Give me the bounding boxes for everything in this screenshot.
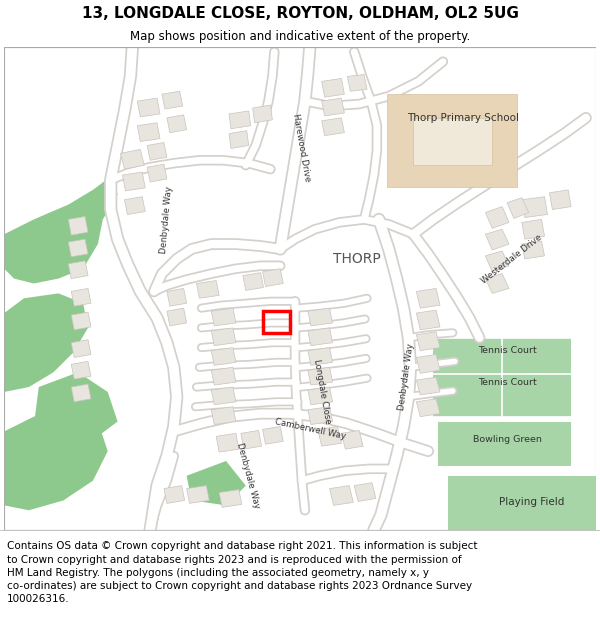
Polygon shape [137,98,160,117]
Text: Denbydale Way: Denbydale Way [397,343,416,411]
Polygon shape [187,461,246,506]
Text: Harewood Drive: Harewood Drive [290,112,311,182]
Polygon shape [522,241,545,259]
Polygon shape [341,431,363,449]
Polygon shape [308,328,332,346]
Text: Contains OS data © Crown copyright and database right 2021. This information is : Contains OS data © Crown copyright and d… [7,541,478,604]
Text: THORP: THORP [334,252,381,266]
Polygon shape [507,198,529,218]
Text: Camberwell Way: Camberwell Way [274,418,346,441]
Polygon shape [68,239,88,257]
Polygon shape [147,164,167,182]
Polygon shape [448,476,596,530]
Polygon shape [211,348,236,366]
Polygon shape [34,372,118,436]
Polygon shape [416,289,440,308]
Polygon shape [167,289,187,306]
Polygon shape [329,486,353,506]
Polygon shape [71,384,91,402]
Polygon shape [229,111,251,129]
Text: Longdale Close: Longdale Close [311,359,332,425]
Polygon shape [196,281,219,298]
Polygon shape [4,412,108,510]
Polygon shape [522,197,547,217]
Polygon shape [68,216,88,235]
Polygon shape [322,78,344,97]
Polygon shape [308,407,332,424]
Text: Denbydale Way: Denbydale Way [235,442,261,509]
Polygon shape [147,142,167,160]
Polygon shape [122,172,145,191]
Polygon shape [438,421,571,466]
Text: Map shows position and indicative extent of the property.: Map shows position and indicative extent… [130,30,470,43]
Polygon shape [4,175,118,284]
Polygon shape [219,489,242,508]
Polygon shape [68,261,88,279]
Polygon shape [322,118,344,136]
Polygon shape [211,328,236,346]
Polygon shape [167,308,187,326]
Polygon shape [211,407,236,424]
Text: Westerdale Drive: Westerdale Drive [480,232,544,285]
Polygon shape [229,131,249,148]
Bar [263,311,290,332]
Polygon shape [485,229,509,250]
Polygon shape [485,251,509,272]
Text: Playing Field: Playing Field [499,498,565,508]
Polygon shape [187,486,209,503]
Polygon shape [416,310,440,330]
Polygon shape [211,308,236,326]
Polygon shape [416,354,440,373]
Polygon shape [416,377,440,395]
Polygon shape [308,387,332,405]
Text: 13, LONGDALE CLOSE, ROYTON, OLDHAM, OL2 5UG: 13, LONGDALE CLOSE, ROYTON, OLDHAM, OL2 … [82,6,518,21]
Polygon shape [211,387,236,405]
Polygon shape [164,486,185,503]
Polygon shape [308,348,332,366]
Polygon shape [243,272,263,291]
Polygon shape [308,308,332,326]
Polygon shape [485,207,509,228]
Polygon shape [263,426,283,444]
Polygon shape [322,98,344,116]
Polygon shape [216,433,239,452]
Text: Thorp Primary School: Thorp Primary School [407,113,518,123]
Polygon shape [71,361,91,379]
Polygon shape [413,118,492,165]
Polygon shape [4,293,88,392]
Polygon shape [318,426,341,446]
Polygon shape [550,190,571,209]
Text: Denbydale Way: Denbydale Way [160,185,175,254]
Polygon shape [211,368,236,385]
Text: Tennis Court: Tennis Court [478,378,536,387]
Polygon shape [308,368,332,385]
Text: Bowling Green: Bowling Green [473,435,541,444]
Polygon shape [347,74,367,91]
Polygon shape [416,332,440,351]
Polygon shape [253,105,272,122]
Polygon shape [485,274,509,293]
Polygon shape [71,289,91,306]
Polygon shape [354,482,376,501]
Polygon shape [416,399,440,417]
Polygon shape [433,338,571,417]
Polygon shape [263,269,283,286]
Polygon shape [522,219,545,239]
Polygon shape [71,340,91,357]
Polygon shape [121,149,144,169]
Polygon shape [162,91,182,109]
Text: Tennis Court: Tennis Court [478,346,536,355]
Polygon shape [167,115,187,132]
Polygon shape [387,94,517,187]
Polygon shape [124,197,145,214]
Polygon shape [241,431,262,449]
Polygon shape [71,312,91,330]
Polygon shape [137,122,160,141]
